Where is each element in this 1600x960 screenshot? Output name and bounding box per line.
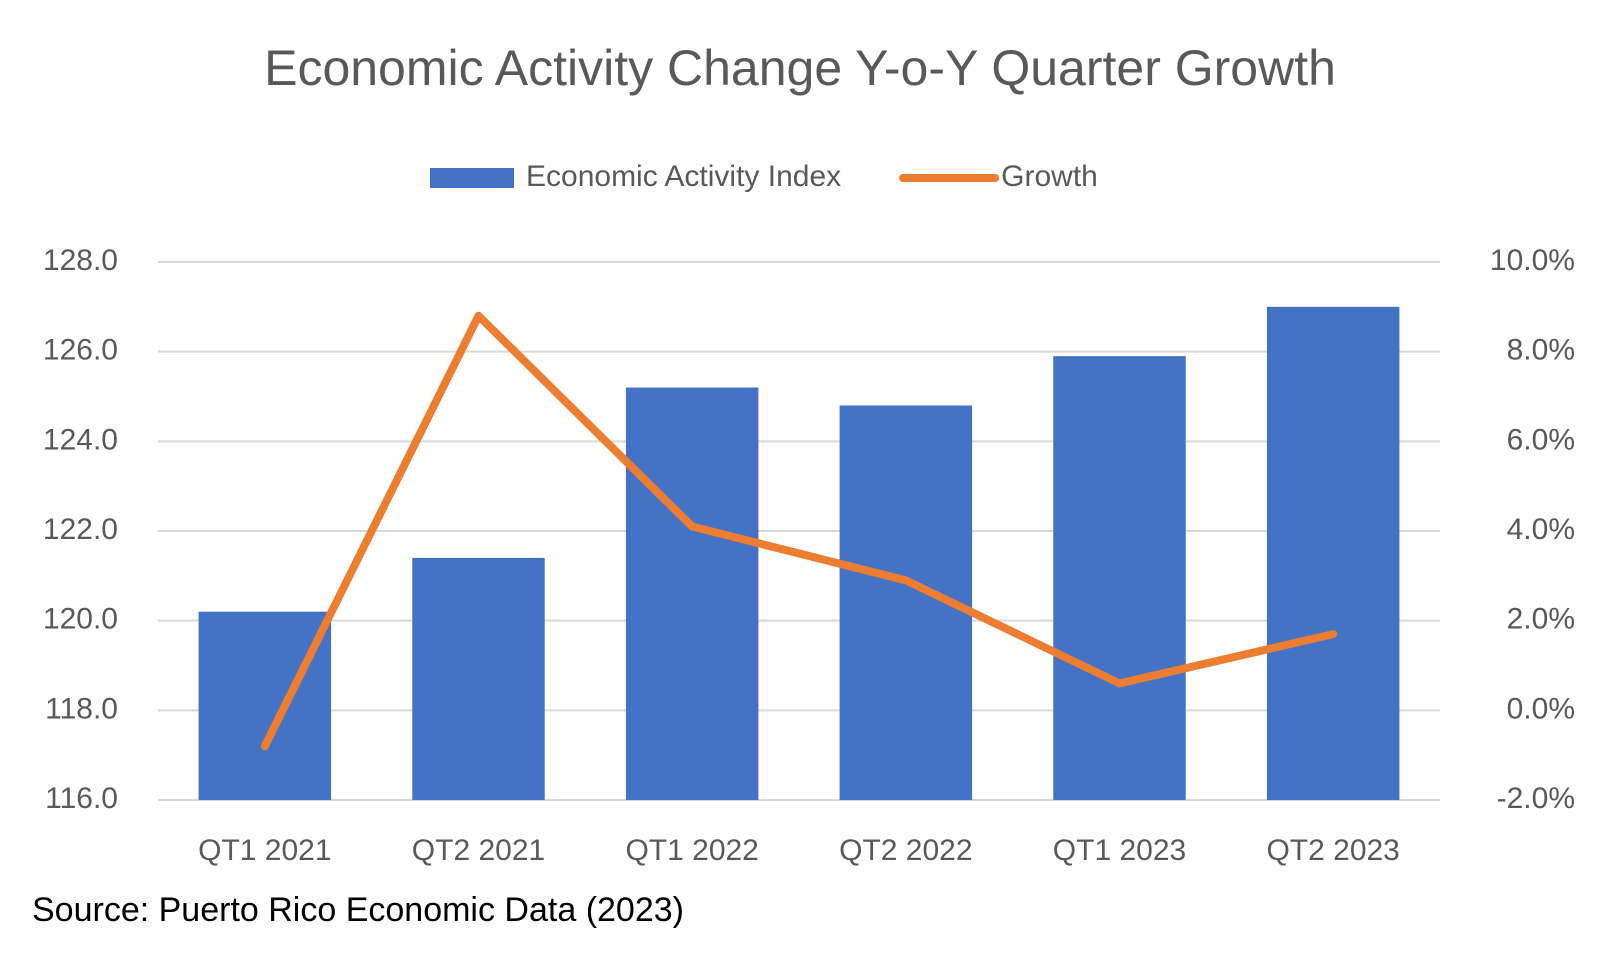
y-tick-label: 120.0 [43, 603, 118, 636]
x-tick-label: QT2 2023 [1266, 834, 1399, 867]
legend-swatch [430, 168, 514, 188]
y2-tick-label: 0.0% [1507, 692, 1575, 725]
source-note: Source: Puerto Rico Economic Data (2023) [32, 891, 684, 929]
bar [198, 611, 332, 800]
bar [1266, 306, 1400, 800]
line [260, 311, 1338, 751]
y2-tick-label: 10.0% [1490, 244, 1575, 277]
bar [412, 557, 545, 800]
legend-label: Economic Activity Index [526, 160, 841, 193]
y-tick-label: 116.0 [45, 782, 118, 815]
y2-tick-label: 6.0% [1507, 423, 1575, 456]
bar [625, 387, 759, 800]
y2-tick-label: 8.0% [1507, 334, 1575, 367]
y2-tick-label: 2.0% [1507, 603, 1575, 636]
y2-tick-label: 4.0% [1507, 513, 1575, 546]
y-tick-label: 118.0 [45, 692, 118, 725]
y-tick-label: 128.0 [43, 244, 118, 277]
y-tick-label: 124.0 [43, 423, 118, 456]
x-tick-label: QT1 2022 [625, 834, 758, 867]
bar [1053, 356, 1186, 800]
x-tick-label: QT2 2021 [412, 834, 545, 867]
x-tick-label: QT1 2021 [198, 834, 331, 867]
x-tick-label: QT1 2023 [1053, 834, 1186, 867]
chart-title: Economic Activity Change Y-o-Y Quarter G… [264, 40, 1336, 96]
y-tick-label: 122.0 [43, 513, 118, 546]
legend-label: Growth [1001, 160, 1098, 193]
y-tick-label: 126.0 [43, 334, 118, 367]
x-tick-label: QT2 2022 [839, 834, 972, 867]
y2-tick-label: -2.0% [1497, 782, 1575, 815]
